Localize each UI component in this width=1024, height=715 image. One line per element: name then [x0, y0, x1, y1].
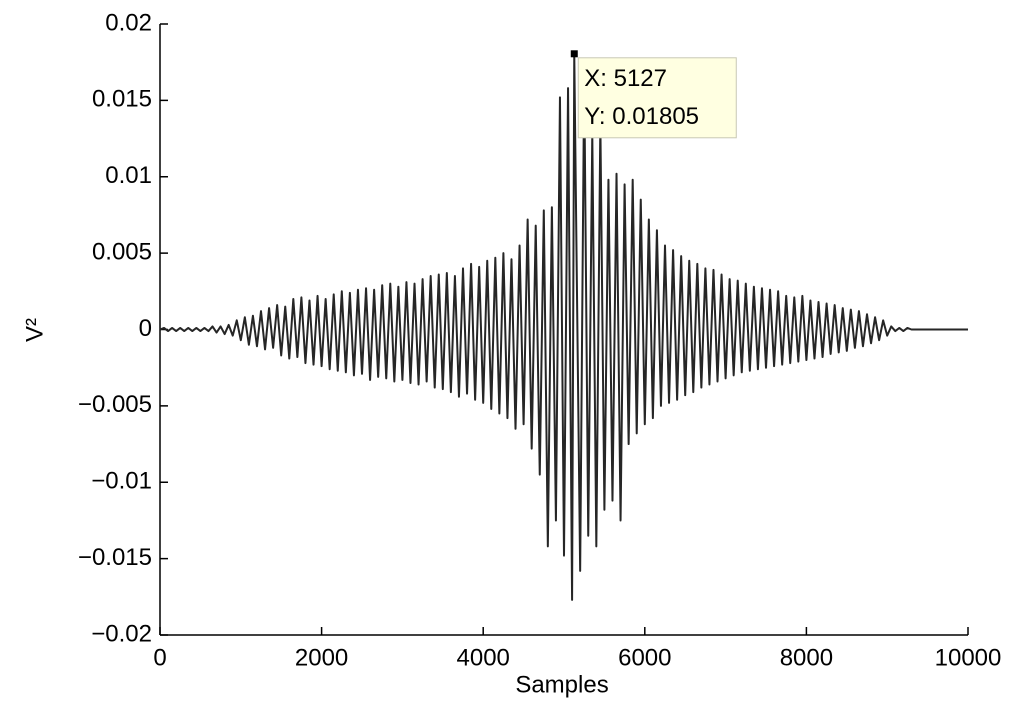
data-tip-box — [577, 57, 737, 139]
x-tick-label: 0 — [153, 644, 166, 671]
data-tip-y: Y: 0.01805 — [584, 103, 699, 130]
x-axis-label: Samples — [515, 671, 608, 698]
y-tick-label: 0.015 — [92, 86, 152, 113]
y-tick-label: −0.01 — [91, 468, 152, 495]
x-tick-label: 2000 — [295, 644, 348, 671]
y-tick-label: 0 — [139, 315, 152, 342]
y-tick-label: −0.005 — [78, 391, 152, 418]
series-line — [159, 52, 968, 601]
x-tick-label: 6000 — [618, 644, 671, 671]
y-tick-label: 0.01 — [105, 162, 152, 189]
y-axis-label: V² — [21, 318, 48, 342]
data-tip-marker — [570, 50, 578, 58]
y-tick-label: 0.02 — [105, 9, 152, 36]
y-tick-label: −0.02 — [91, 620, 152, 647]
y-tick-label: −0.015 — [78, 544, 152, 571]
x-tick-label: 4000 — [457, 644, 510, 671]
data-tip-x: X: 5127 — [584, 65, 667, 92]
y-tick-label: 0.005 — [92, 238, 152, 265]
x-tick-label: 10000 — [935, 644, 1002, 671]
x-tick-label: 8000 — [780, 644, 833, 671]
